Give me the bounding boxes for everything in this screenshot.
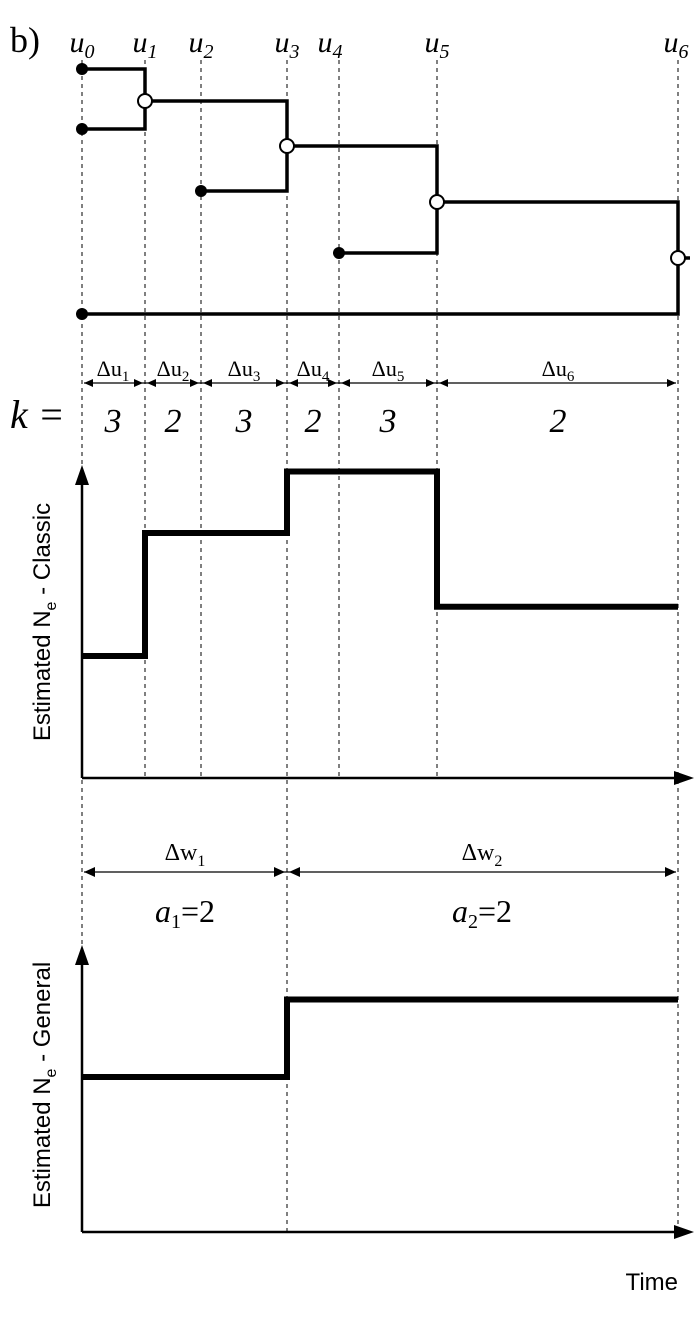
time-label-u6: u6	[664, 26, 689, 63]
classic-y-label: Estimated Ne - Classic	[29, 503, 60, 741]
tree-branch-4	[82, 200, 680, 316]
time-labels: u0 u1 u2 u3 u4 u5 u6	[70, 26, 689, 63]
du-label-4: Δu4	[297, 356, 330, 385]
du-label-6: Δu6	[542, 356, 575, 385]
classic-y-arrowhead	[75, 465, 89, 485]
time-axis-label: Time	[626, 1269, 678, 1296]
sample-node-4	[333, 247, 345, 259]
du-label-2: Δu2	[157, 356, 190, 385]
general-ne-step	[82, 996, 678, 1080]
du-arrowhead-2-right	[203, 379, 212, 387]
k-value-6: 2	[550, 403, 567, 440]
classic-panel: Estimated Ne - Classic	[29, 465, 694, 785]
du-label-1: Δu1	[97, 356, 130, 385]
du-arrowhead-5-right	[439, 379, 448, 387]
du-arrowhead-1-left	[134, 379, 143, 387]
k-value-5: 3	[379, 403, 397, 440]
du-arrowhead-3-right	[289, 379, 298, 387]
coalescence-node-1	[137, 93, 153, 109]
dw-intervals: Δw1 Δw2 a1=2 a2=2	[84, 840, 676, 933]
time-label-u2: u2	[189, 26, 214, 63]
time-label-u3: u3	[275, 26, 300, 63]
tree-branch-3	[287, 144, 439, 255]
k-value-3: 3	[235, 403, 253, 440]
du-arrowhead-6-left	[667, 379, 676, 387]
sample-node-3	[195, 185, 207, 197]
du-arrowhead-2-left	[190, 379, 199, 387]
sample-node-2	[76, 123, 88, 135]
du-arrowhead-5-left	[426, 379, 435, 387]
du-label-3: Δu3	[228, 356, 261, 385]
general-y-label: Estimated Ne - General	[29, 962, 60, 1208]
k-value-4: 2	[305, 403, 322, 440]
du-arrowhead-1-right	[147, 379, 156, 387]
k-value-2: 2	[165, 403, 182, 440]
coalescent-tree	[76, 63, 690, 320]
du-arrowhead-0-right	[84, 379, 93, 387]
time-label-u4: u4	[318, 26, 343, 63]
general-y-arrowhead	[75, 945, 89, 965]
general-panel: Estimated Ne - General	[29, 945, 694, 1239]
sample-node-1	[76, 63, 88, 75]
time-label-u1: u1	[133, 26, 158, 63]
k-label: k =	[10, 392, 65, 437]
k-value-1: 3	[104, 403, 122, 440]
du-arrowhead-3-left	[276, 379, 285, 387]
du-label-5: Δu5	[372, 356, 405, 385]
tree-branch-1	[82, 67, 147, 131]
classic-ne-step	[82, 468, 678, 659]
du-arrowhead-4-left	[328, 379, 337, 387]
classic-x-arrowhead	[674, 771, 694, 785]
dw-arrowhead-1-right	[289, 867, 300, 877]
du-arrowhead-4-right	[341, 379, 350, 387]
time-label-u5: u5	[425, 26, 450, 63]
time-guides	[81, 60, 679, 1232]
tree-branch-2	[145, 99, 289, 193]
dw-label-1: Δw1	[165, 840, 206, 870]
a-value-1: a1=2	[155, 893, 215, 933]
dw-label-2: Δw2	[462, 840, 503, 870]
a-value-2: a2=2	[452, 893, 512, 933]
coalescence-node-2	[279, 138, 295, 154]
sample-node-5	[76, 308, 88, 320]
dw-arrowhead-1-left	[274, 867, 285, 877]
lineage-counts: k = 3 2 3 2 3 2	[10, 392, 567, 440]
general-x-arrowhead	[674, 1225, 694, 1239]
dw-arrowhead-2-left	[665, 867, 676, 877]
dw-arrowhead-0-right	[84, 867, 95, 877]
du-intervals: Δu1 Δu2 Δu3 Δu4 Δu5 Δu6	[84, 356, 676, 387]
coalescence-node-3	[429, 194, 445, 210]
coalescence-node-4	[670, 250, 686, 266]
panel-label: b)	[10, 20, 40, 60]
time-label-u0: u0	[70, 26, 95, 63]
